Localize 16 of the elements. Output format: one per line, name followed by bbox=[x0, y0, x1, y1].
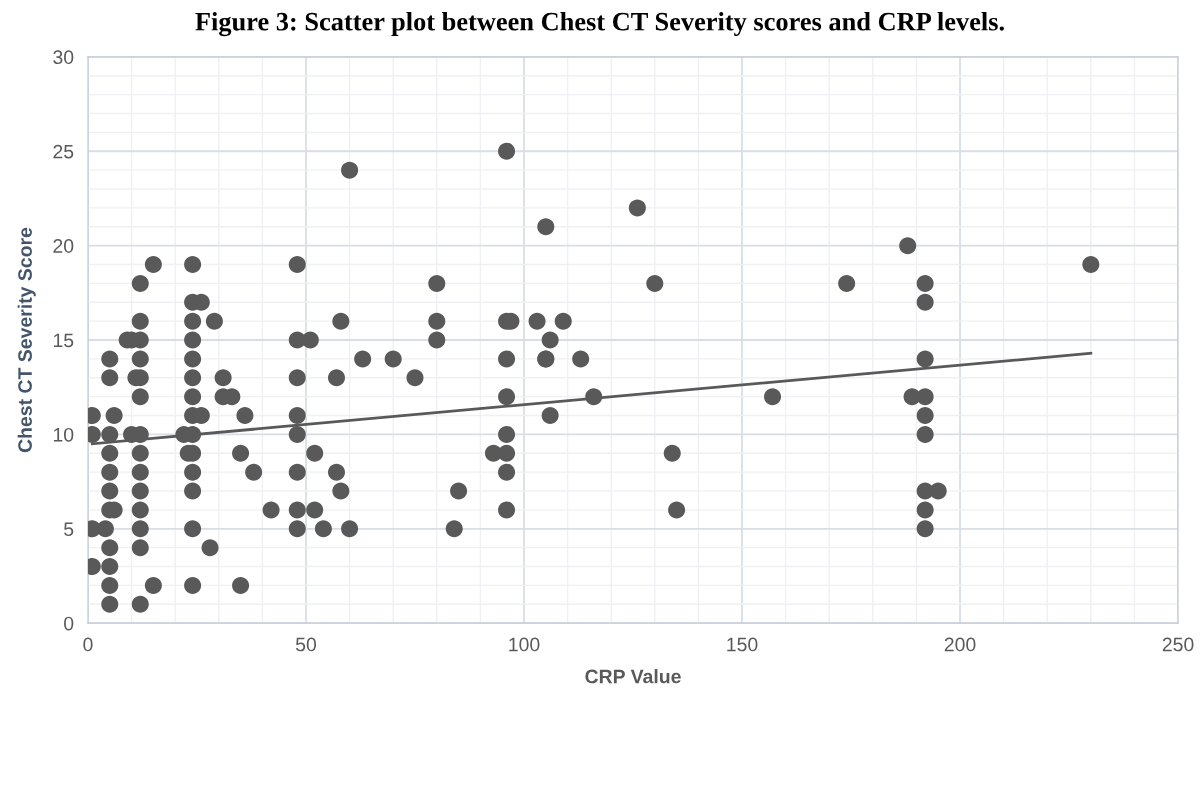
x-tick-label: 200 bbox=[944, 637, 976, 652]
y-tick-label: 30 bbox=[53, 50, 74, 65]
x-axis-title: CRP Value bbox=[585, 669, 681, 684]
x-tick-label: 100 bbox=[509, 637, 540, 652]
y-tick-label: 25 bbox=[53, 144, 74, 159]
chart-title: Figure 3: Scatter plot between Chest CT Severity scores and CRP levels. bbox=[195, 12, 1004, 37]
x-tick-label: 50 bbox=[295, 637, 317, 652]
y-axis-title: Chest CT Severity Score bbox=[17, 227, 36, 453]
x-tick-label: 150 bbox=[727, 637, 758, 652]
y-tick-label: 15 bbox=[53, 333, 74, 348]
y-tick-label: 20 bbox=[53, 239, 74, 253]
x-tick-label: 250 bbox=[1162, 637, 1194, 652]
y-tick-label: 10 bbox=[53, 427, 74, 442]
y-tick-label: 0 bbox=[64, 616, 74, 631]
x-tick-label: 0 bbox=[83, 637, 93, 652]
y-tick-label: 5 bbox=[64, 522, 74, 537]
